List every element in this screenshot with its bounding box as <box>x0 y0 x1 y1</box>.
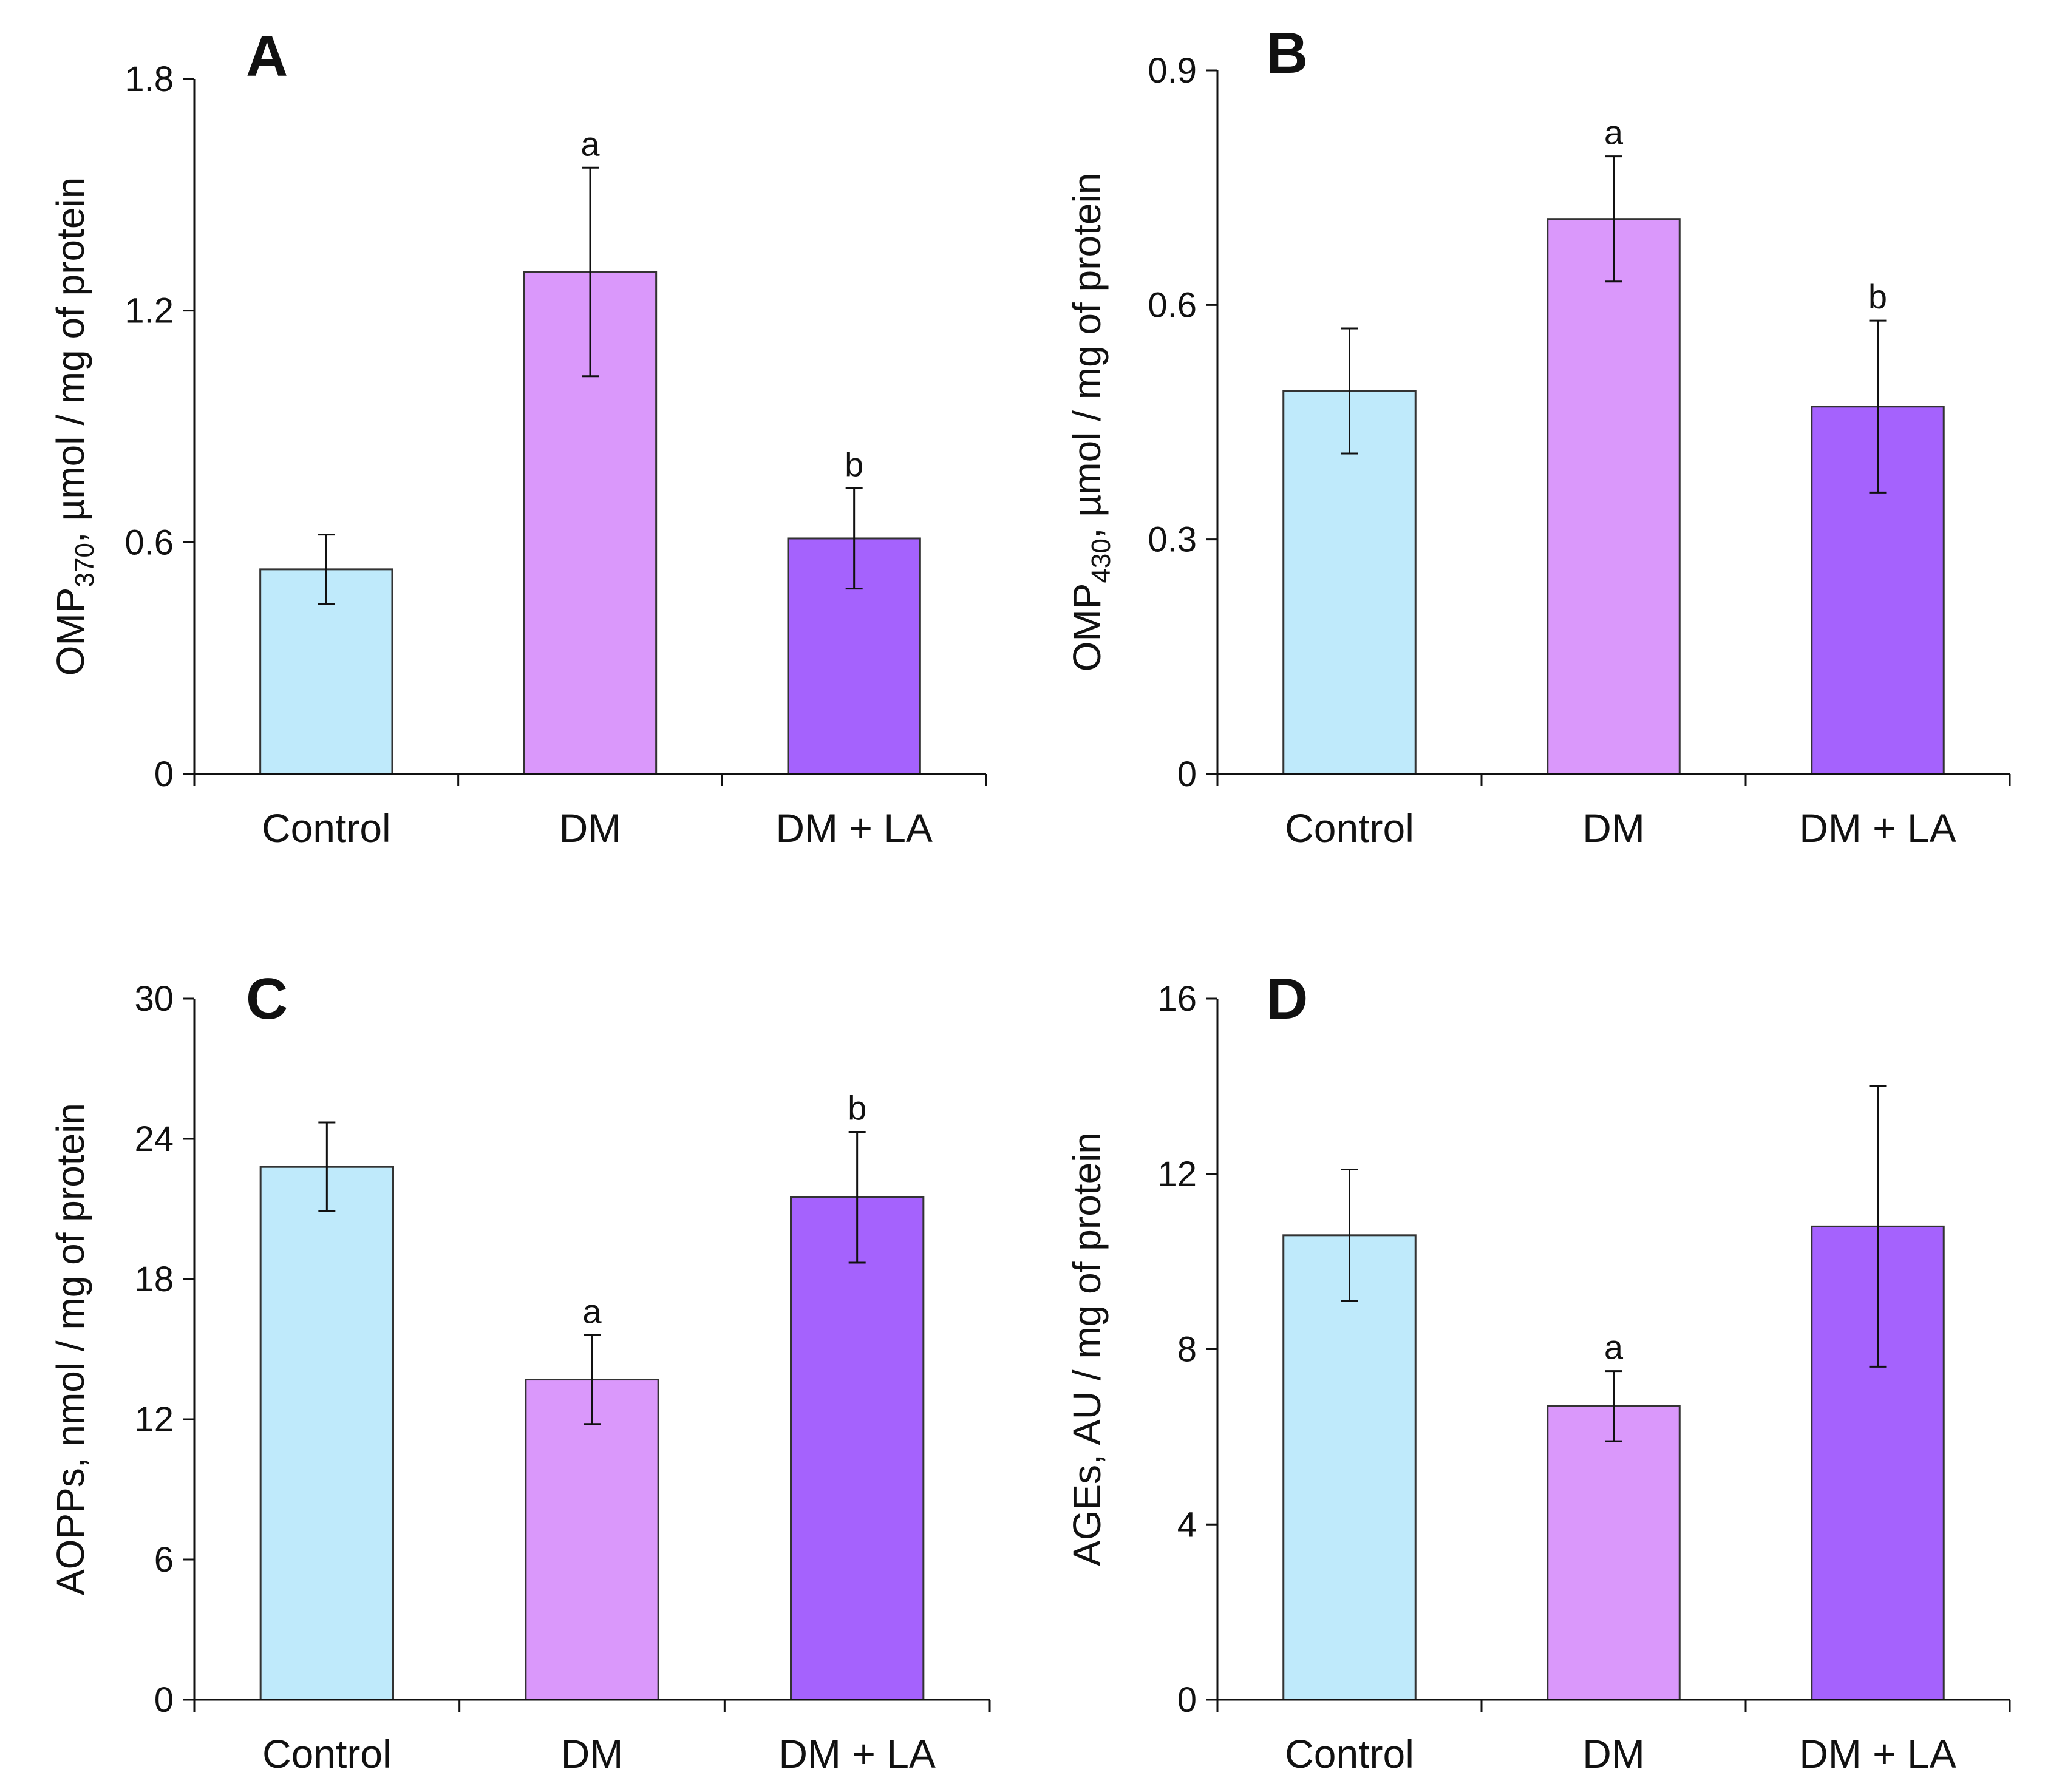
category-label: DM + LA <box>1799 806 1956 850</box>
bar-control <box>1282 390 1417 775</box>
y-axis-title-main: OMP <box>1065 583 1109 672</box>
category-label: DM + LA <box>775 806 933 850</box>
significance-label: a <box>580 124 600 163</box>
y-axis-title-rest: , µmol / mg of protein <box>1065 173 1109 538</box>
category-label: DM + LA <box>778 1731 936 1776</box>
y-axis-title-subscript: 430 <box>1086 538 1116 583</box>
y-axis-title-main: OMP <box>49 588 92 676</box>
bar-control <box>259 1166 394 1701</box>
category-label: DM + LA <box>1799 1731 1956 1776</box>
bar-control <box>1282 1234 1417 1701</box>
y-tick-label: 18 <box>134 1260 174 1299</box>
y-tick-label: 0 <box>1177 755 1197 794</box>
y-tick-label: 4 <box>1177 1505 1197 1544</box>
y-axis-title-main: AGEs, AU / mg of protein <box>1065 1132 1109 1566</box>
y-axis-title-rest: , µmol / mg of protein <box>49 177 92 543</box>
category-label: DM <box>561 1731 624 1776</box>
significance-label: a <box>1604 1328 1624 1366</box>
significance-label: b <box>845 445 863 483</box>
y-tick-label: 1.2 <box>124 291 174 331</box>
panel-a: Control a DM b DM + LA 0 0.6 1.2 1.8 OMP370, µmol… <box>49 24 987 850</box>
panel-c: Control a DM b DM + LA 0 6 12 18 24 30 AOPPs, nmol … <box>49 966 991 1776</box>
y-tick-label: 0 <box>1177 1680 1197 1720</box>
y-tick-label: 0.9 <box>1148 51 1197 90</box>
y-tick-label: 1.8 <box>124 59 174 99</box>
bar-dm <box>1547 1405 1681 1701</box>
significance-label: a <box>1604 114 1624 152</box>
y-tick-label: 24 <box>134 1119 174 1159</box>
panel-letter: B <box>1266 21 1308 86</box>
panel-d: Control a DM DM + LA 0 4 8 12 16 AGEs, AU / mg of… <box>1065 966 2011 1776</box>
category-label: Control <box>262 806 391 850</box>
category-label: Control <box>1285 1731 1414 1776</box>
bar-dm <box>1547 218 1681 775</box>
y-axis-title: OMP430, µmol / mg of protein <box>1065 173 1116 672</box>
y-tick-label: 0.6 <box>124 523 174 562</box>
panel-letter: A <box>246 24 288 89</box>
significance-label: a <box>582 1292 602 1330</box>
category-label: Control <box>1285 806 1414 850</box>
panel-b: Control a DM b DM + LA 0 0.3 0.6 0.9 OMP430, µmol… <box>1065 21 2011 850</box>
y-tick-label: 30 <box>134 979 174 1019</box>
y-tick-label: 6 <box>154 1540 174 1580</box>
y-axis-title-main: AOPPs, nmol / mg of protein <box>49 1103 92 1595</box>
y-tick-label: 8 <box>1177 1330 1197 1369</box>
category-label: DM <box>1582 806 1645 850</box>
y-tick-label: 0.6 <box>1148 285 1197 325</box>
panel-letter: D <box>1266 966 1308 1031</box>
y-tick-label: 0.3 <box>1148 520 1197 560</box>
y-tick-label: 12 <box>134 1400 174 1439</box>
category-label: DM <box>1582 1731 1645 1776</box>
bar-dm-la <box>790 1196 925 1701</box>
significance-label: b <box>1868 277 1887 316</box>
bar-dm <box>525 1379 659 1701</box>
y-axis-title: AGEs, AU / mg of protein <box>1065 1132 1109 1566</box>
y-axis-title: AOPPs, nmol / mg of protein <box>49 1103 92 1595</box>
y-tick-label: 0 <box>154 755 174 794</box>
category-label: DM <box>559 806 622 850</box>
y-tick-label: 16 <box>1157 979 1197 1019</box>
panel-letter: C <box>246 966 288 1031</box>
y-axis-title-subscript: 370 <box>70 543 100 587</box>
y-axis-title: OMP370, µmol / mg of protein <box>49 177 100 676</box>
y-tick-label: 12 <box>1157 1155 1197 1194</box>
significance-label: b <box>848 1088 866 1127</box>
category-label: Control <box>262 1731 392 1776</box>
y-tick-label: 0 <box>154 1680 174 1720</box>
